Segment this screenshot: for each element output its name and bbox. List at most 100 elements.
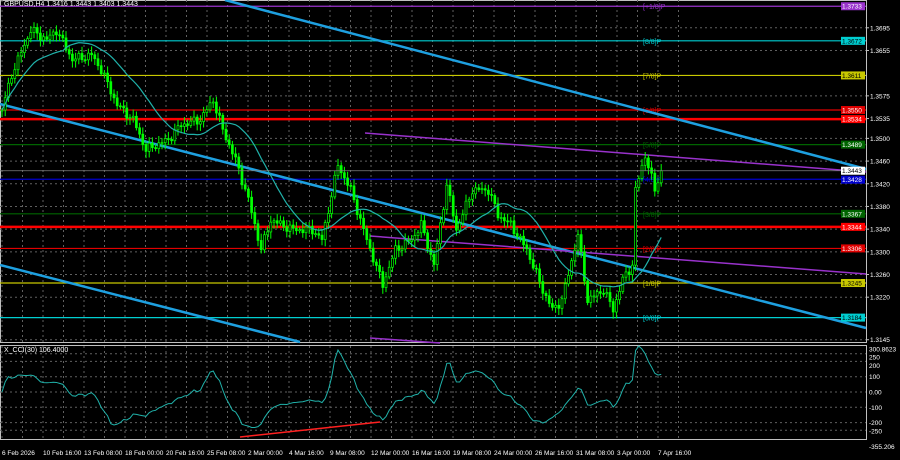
candle-body <box>83 59 87 62</box>
candle-body <box>240 167 244 186</box>
candle-body <box>557 304 561 309</box>
murrey-level-label: [3/8]P <box>643 212 662 219</box>
candle-body <box>576 234 580 251</box>
candle-body <box>403 239 407 250</box>
candle-body <box>128 117 132 119</box>
price-tick-label: 1.3340 <box>870 227 890 234</box>
candle-body <box>282 220 285 228</box>
candle-body <box>381 271 385 288</box>
candle-body <box>400 248 404 251</box>
candle-body <box>119 105 122 108</box>
regression-upper <box>364 132 867 173</box>
price-tag-label: 1.3672 <box>842 38 862 45</box>
candle-body <box>595 291 599 297</box>
candle-body <box>279 220 282 224</box>
candle-body <box>419 220 423 234</box>
price-tag <box>841 222 865 231</box>
candle-body <box>314 233 317 236</box>
candle-body <box>10 78 13 84</box>
price-tag-label: 1.3550 <box>842 108 862 115</box>
candle-body <box>592 295 596 298</box>
candle-body <box>195 116 199 125</box>
candle-body <box>464 200 468 216</box>
candle-body <box>615 299 618 313</box>
candle-body <box>253 212 257 225</box>
candle-body <box>157 142 161 150</box>
candle-body <box>317 233 321 236</box>
cci-axis-label: -100 <box>869 405 882 412</box>
candle-body <box>349 184 353 187</box>
price-tag-label: 1.3733 <box>842 4 862 11</box>
chart-title: GBPUSD,H4 1.3416 1.3443 1.3403 1.3443 <box>4 1 138 8</box>
candle-body <box>109 81 113 95</box>
candle-body <box>45 36 49 40</box>
candle-body <box>304 226 308 234</box>
main-frame <box>0 0 867 343</box>
candle-body <box>170 138 173 142</box>
candle-body <box>474 187 477 195</box>
candle-body <box>215 101 218 114</box>
price-tag-label: 1.3428 <box>842 177 862 184</box>
price-tag-label: 1.3367 <box>842 211 862 218</box>
candle-body <box>570 260 573 276</box>
candle-body <box>640 164 644 179</box>
candle-body <box>144 144 148 152</box>
candle-body <box>416 232 420 236</box>
candle-body <box>272 220 276 223</box>
candle-body <box>269 221 273 233</box>
candle-body <box>295 227 298 232</box>
trend-channel-middle <box>0 102 867 330</box>
candle-body <box>138 127 141 135</box>
candle-body <box>480 188 484 191</box>
cci-axis-label: 200 <box>869 363 880 370</box>
candle-body <box>320 234 324 240</box>
murrey-level-label: [1/8]P <box>643 281 662 288</box>
candle-body <box>173 129 177 142</box>
murrey-level-label: [5/8]P <box>643 143 662 150</box>
cci-axis-label: -250 <box>869 428 882 435</box>
price-tick-label: 1.3535 <box>870 116 890 123</box>
candle-body <box>167 138 170 140</box>
murrey-level-label: [0/8]P <box>643 316 662 323</box>
price-tag <box>841 106 865 115</box>
candle-body <box>515 233 519 237</box>
candle-body <box>29 32 33 39</box>
candle-body <box>96 58 100 67</box>
candle-body <box>77 53 81 60</box>
cci-axis-label: 300.8623 <box>869 347 896 354</box>
cci-title: X_CCI(30) 106.4000 <box>4 347 69 354</box>
candle-body <box>634 187 637 266</box>
x-tick-label: 4 Mar 16:00 <box>289 450 324 457</box>
candle-body <box>32 27 36 33</box>
cci-axis-label: -200 <box>869 420 882 427</box>
candle-body <box>637 178 641 188</box>
candle-body <box>496 203 500 219</box>
price-tick-label: 1.3655 <box>870 48 890 55</box>
candle-body <box>266 231 269 236</box>
candle-body <box>339 165 343 174</box>
candle-body <box>435 243 439 265</box>
candle-body <box>589 295 593 303</box>
price-tag <box>841 209 865 218</box>
candle-body <box>183 123 186 127</box>
price-tag-label: 1.3534 <box>842 117 862 124</box>
candle-body <box>455 215 458 231</box>
price-tick-label: 1.3420 <box>870 181 890 188</box>
candle-body <box>384 276 388 288</box>
candle-body <box>359 214 362 219</box>
candle-body <box>71 53 74 62</box>
candle-body <box>55 31 58 36</box>
candle-body <box>330 196 333 214</box>
candle-body <box>275 220 279 224</box>
x-tick-label: 26 Mar 16:00 <box>535 450 574 457</box>
candle-body <box>525 244 529 250</box>
candle-body <box>106 72 109 83</box>
candle-body <box>87 52 90 61</box>
price-tick-label: 1.3380 <box>870 204 890 211</box>
candle-body <box>531 259 535 269</box>
price-tag <box>841 2 865 11</box>
candle-body <box>586 280 589 303</box>
candle-body <box>237 156 241 169</box>
candle-body <box>394 245 397 259</box>
